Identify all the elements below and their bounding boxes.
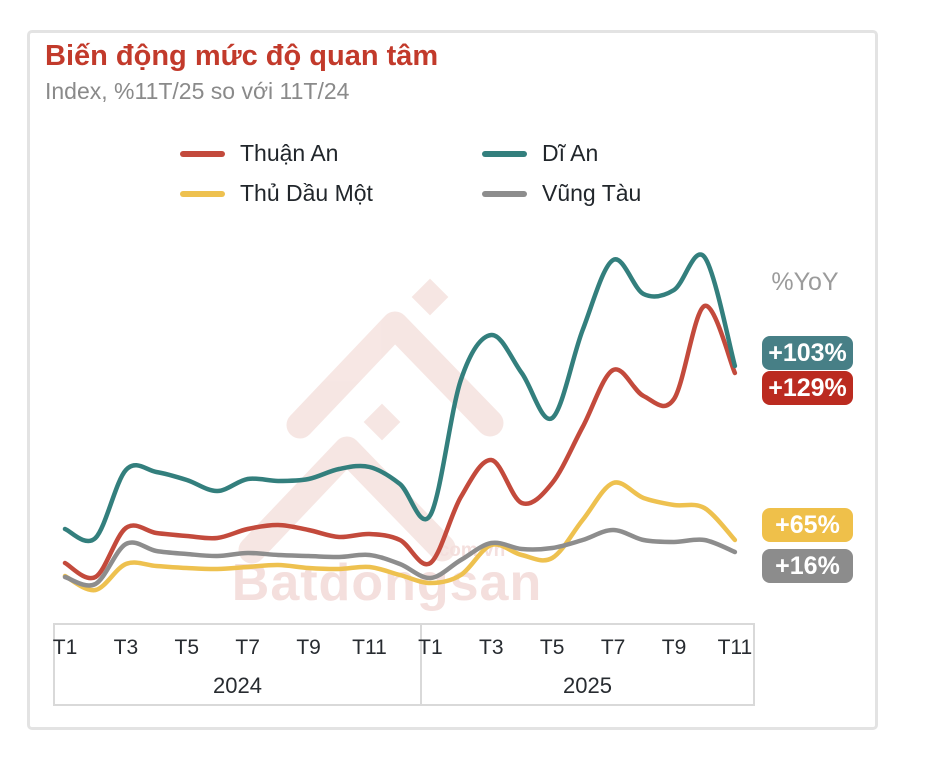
legend-label: Vũng Tàu [542, 180, 642, 206]
chart-title: Biến động mức độ quan tâm [45, 40, 439, 72]
yoy-badge: +65% [762, 508, 853, 542]
year-divider [420, 625, 422, 704]
year-label-2024: 2024 [213, 673, 262, 698]
legend-item-thu-dau-mot: Thủ Dầu Một [180, 180, 482, 207]
x-tick-2024-T5: T5 [174, 636, 200, 659]
yoy-header: %YoY [771, 268, 839, 296]
legend-item-di-an: Dĩ An [482, 140, 641, 167]
legend-swatch-thu-dau-mot [180, 190, 225, 197]
yoy-badge: +103% [762, 336, 853, 370]
card-frame [27, 30, 878, 730]
x-tick-2025-T7: T7 [600, 636, 626, 659]
legend-item-thuan-an: Thuận An [180, 140, 482, 167]
x-tick-2025-T3: T3 [479, 636, 504, 659]
x-tick-2024-T7: T7 [235, 636, 260, 659]
x-tick-2024-T3: T3 [113, 636, 139, 659]
yoy-badge: +129% [762, 371, 853, 405]
legend-label: Thủ Dầu Một [240, 180, 373, 206]
x-tick-2025-T9: T9 [661, 636, 687, 659]
x-tick-2024-T11: T11 [352, 636, 387, 659]
x-tick-2025-T11: T11 [717, 636, 753, 659]
legend-label: Thuận An [240, 140, 339, 166]
legend-label: Dĩ An [542, 140, 599, 166]
x-tick-2025-T5: T5 [539, 636, 565, 659]
legend-item-vung-tau: Vũng Tàu [482, 180, 641, 207]
year-label-2025: 2025 [563, 673, 612, 698]
legend-swatch-vung-tau [482, 190, 527, 197]
x-tick-2024-T1: T1 [52, 636, 78, 659]
legend: Thuận An Dĩ An Thủ Dầu Một Vũng Tàu [180, 140, 641, 207]
chart-subtitle: Index, %11T/25 so với 11T/24 [45, 78, 350, 104]
legend-swatch-thuan-an [180, 150, 225, 157]
legend-swatch-di-an [482, 150, 527, 157]
x-tick-2025-T1: T1 [418, 636, 443, 659]
yoy-badge: +16% [762, 549, 853, 583]
x-axis-box: T1 T3 T5 T7 T9 T11 T1 T3 T5 T7 T9 T11 2024 2025 [53, 623, 755, 706]
x-tick-2024-T9: T9 [296, 636, 321, 659]
